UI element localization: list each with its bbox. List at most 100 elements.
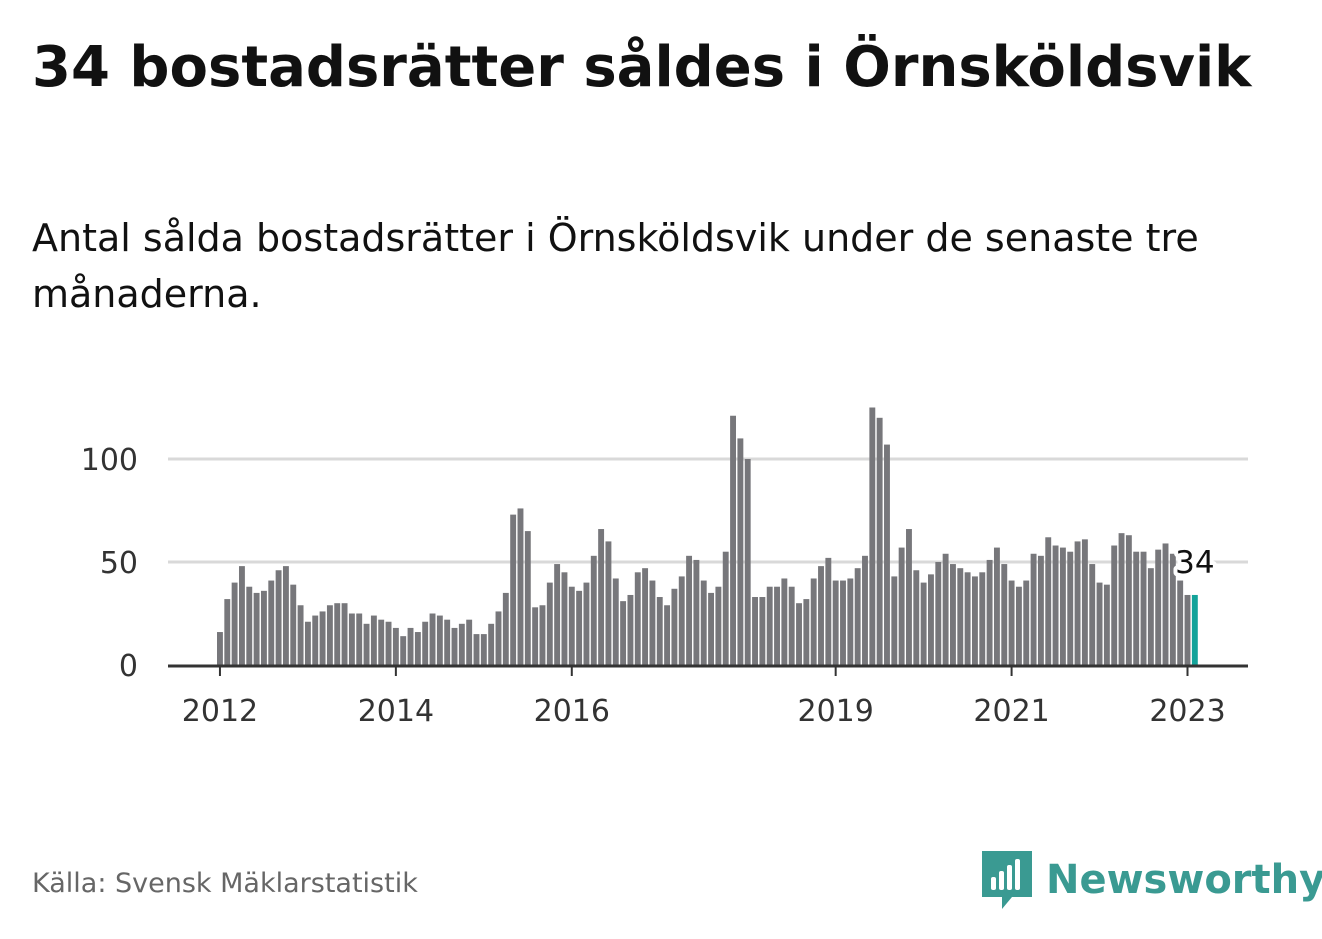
bar (598, 529, 605, 665)
bar (825, 557, 832, 665)
x-tick-label: 2021 (973, 694, 1049, 729)
bar (282, 566, 289, 665)
bar (1096, 582, 1103, 665)
bar (341, 603, 348, 665)
bar (268, 580, 275, 665)
bar (348, 613, 355, 665)
bar (1067, 551, 1074, 665)
bar (217, 632, 223, 665)
bar (708, 592, 715, 665)
bar (356, 613, 363, 665)
bar (671, 588, 678, 665)
bar (414, 632, 421, 665)
bar (370, 615, 377, 665)
bar (774, 586, 780, 665)
bar (290, 584, 297, 665)
bar (436, 615, 443, 665)
bar (993, 547, 1000, 665)
bar (876, 417, 883, 665)
bar (502, 592, 509, 665)
bar (451, 627, 458, 665)
bar (422, 621, 429, 665)
brand-name: Newsworthy (1046, 857, 1322, 903)
bar (678, 576, 685, 665)
bar (319, 611, 326, 665)
bar (950, 564, 956, 665)
bar (884, 444, 890, 665)
bar (781, 578, 788, 665)
bar (260, 590, 267, 665)
value-label: 34 (1175, 545, 1214, 581)
x-tick-label: 2016 (534, 694, 610, 729)
bar (1045, 537, 1052, 665)
bar (920, 582, 927, 665)
bar (928, 574, 934, 665)
bar (700, 580, 707, 665)
bar (766, 586, 773, 665)
bar (1162, 543, 1169, 665)
bar (1052, 545, 1059, 665)
bar (744, 459, 751, 665)
bar (510, 514, 517, 665)
x-tick-label: 2019 (797, 694, 873, 729)
bar (986, 559, 993, 665)
bar (480, 634, 487, 665)
bar (400, 636, 407, 665)
bar (1177, 580, 1184, 665)
bar (473, 634, 480, 665)
bar (913, 570, 920, 665)
bar (539, 605, 546, 665)
bar (971, 576, 978, 665)
bar (334, 603, 341, 665)
bar (568, 586, 575, 665)
bar (796, 603, 802, 665)
bar (605, 541, 612, 665)
bar (1030, 553, 1037, 665)
bar (385, 621, 392, 665)
bar (1001, 564, 1008, 665)
bar (649, 580, 656, 665)
brand-logo[interactable]: Newsworthy (982, 850, 1322, 910)
bar (495, 611, 502, 665)
bar (840, 580, 846, 665)
bar (693, 559, 700, 665)
bar (664, 605, 671, 665)
bar (737, 438, 744, 665)
bar (1015, 586, 1022, 665)
bar (752, 597, 758, 665)
bar (546, 582, 553, 665)
bar (862, 555, 868, 665)
bar (466, 619, 473, 665)
bar (634, 572, 641, 665)
bar (1037, 555, 1044, 665)
bar (407, 627, 414, 665)
bar (488, 623, 495, 665)
bar (891, 576, 898, 665)
bar (1059, 547, 1066, 665)
bar (326, 605, 333, 665)
bar (957, 568, 964, 665)
bar (524, 531, 531, 665)
bar (1111, 545, 1118, 665)
bar (246, 586, 253, 665)
bar (312, 615, 319, 665)
bar (378, 619, 385, 665)
bar (898, 547, 905, 665)
bar (392, 627, 399, 665)
y-tick-label: 100 (81, 443, 138, 478)
bar (304, 621, 311, 665)
y-tick-label: 50 (100, 546, 138, 581)
value-label-halo: 34 (1175, 545, 1214, 581)
bar (1103, 584, 1110, 665)
bar (979, 572, 986, 665)
bar (583, 582, 590, 665)
highlight-bar (1191, 594, 1198, 665)
bar (627, 594, 634, 665)
chart-title: 34 bostadsrätter såldes i Örnsköldsvik (32, 35, 1252, 100)
bar (1118, 533, 1125, 665)
bar (722, 551, 729, 665)
bar (561, 572, 568, 665)
bar (590, 555, 597, 665)
bar (1008, 580, 1015, 665)
